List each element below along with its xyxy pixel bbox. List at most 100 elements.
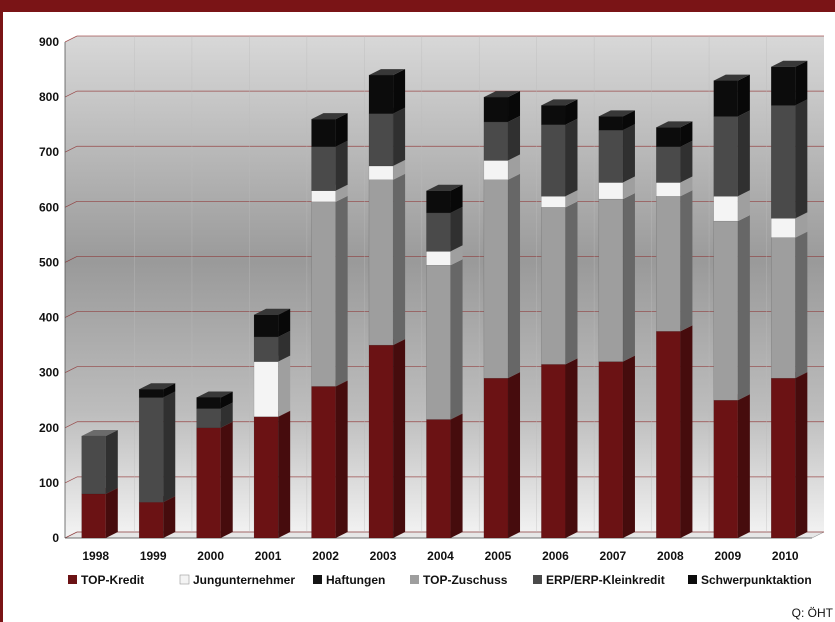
bar-segment xyxy=(541,201,578,365)
bar-segment xyxy=(656,140,693,183)
legend-swatch xyxy=(688,575,697,584)
bar-segment xyxy=(483,173,521,379)
y-tick-label: 600 xyxy=(39,200,59,214)
y-tick-label: 700 xyxy=(39,145,59,159)
gridline-diag xyxy=(64,531,78,539)
bar-segment xyxy=(713,74,750,117)
bar-stack xyxy=(771,60,808,539)
gridline-diag xyxy=(64,90,78,98)
x-tick-label: 1999 xyxy=(140,549,167,563)
y-tick-label: 500 xyxy=(39,255,59,269)
gridline-diag xyxy=(64,256,78,263)
bar-stack xyxy=(656,121,693,539)
bar-segment xyxy=(311,195,348,387)
legend-label: Schwerpunktaktion xyxy=(701,573,812,587)
gridline-diag xyxy=(64,476,78,484)
bar-segment xyxy=(196,391,233,409)
bar-segment xyxy=(771,60,808,106)
bar-segment xyxy=(311,140,348,191)
bar-stack xyxy=(368,69,406,539)
legend-item: ERP/ERP-Kleinkredit xyxy=(533,573,665,587)
y-tick-label: 400 xyxy=(39,311,59,325)
bar-segment xyxy=(311,380,348,539)
bar-segment xyxy=(771,372,808,539)
x-tick-label: 2004 xyxy=(427,549,454,563)
bar-segment xyxy=(771,231,808,379)
x-tick-label: 2006 xyxy=(542,549,569,563)
legend-swatch xyxy=(179,574,190,585)
bar-stack xyxy=(541,99,578,539)
bar-segment xyxy=(656,190,693,332)
x-tick-label: 2001 xyxy=(255,549,282,563)
bar-segment xyxy=(368,107,406,167)
bar-segment xyxy=(541,358,578,539)
bar-segment xyxy=(426,184,463,214)
legend-label: TOP-Zuschuss xyxy=(423,573,508,587)
bar-segment xyxy=(81,430,118,495)
bar-segment xyxy=(598,110,635,131)
y-tick-label: 800 xyxy=(39,90,59,104)
bar-segment xyxy=(598,355,635,539)
y-tick-label: 0 xyxy=(52,531,59,545)
bar-segment xyxy=(368,173,406,346)
bar-stack xyxy=(713,74,750,539)
x-tick-label: 2007 xyxy=(600,549,627,563)
bar-segment xyxy=(541,99,578,125)
bar-segment xyxy=(253,308,291,338)
bar-segment xyxy=(598,124,635,183)
source-note: Q: ÖHT xyxy=(791,606,833,620)
x-tick-label: 2010 xyxy=(772,549,799,563)
legend-swatch xyxy=(313,575,322,584)
x-tick-label: 2000 xyxy=(197,549,224,563)
bar-segment xyxy=(713,215,750,401)
bar-segment xyxy=(368,69,406,114)
bar-segment xyxy=(483,372,521,539)
y-tick-label: 900 xyxy=(39,35,59,49)
bar-stack xyxy=(253,308,291,539)
bar-segment xyxy=(81,487,118,539)
legend-swatch xyxy=(410,575,419,584)
x-tick-label: 2003 xyxy=(370,549,397,563)
y-tick-label: 100 xyxy=(39,476,59,490)
legend-label: Haftungen xyxy=(326,573,385,587)
bar-segment xyxy=(771,99,808,219)
legend-item: TOP-Kredit xyxy=(68,573,144,587)
bar-stack xyxy=(483,91,521,539)
bar-stack xyxy=(311,113,348,539)
x-tick-label: 2002 xyxy=(312,549,339,563)
bar-segment xyxy=(196,421,233,539)
bar-segment xyxy=(713,110,750,197)
legend-item: Jungunternehmer xyxy=(179,573,295,587)
legend-swatch xyxy=(68,575,77,584)
gridline-diag xyxy=(64,35,78,43)
bar-segment xyxy=(311,113,348,147)
bar-stack xyxy=(138,383,176,539)
bar-segment xyxy=(138,391,176,503)
x-tick-label: 2008 xyxy=(657,549,684,563)
gridline-diag xyxy=(64,145,78,153)
bar-segment xyxy=(656,121,693,147)
bar-segment xyxy=(598,193,635,362)
legend-item: TOP-Zuschuss xyxy=(410,573,508,587)
bar-segment xyxy=(426,259,463,420)
y-tick-label: 200 xyxy=(39,421,59,435)
bar-segment xyxy=(426,413,463,539)
legend-label: Jungunternehmer xyxy=(193,573,295,587)
gridline-diag xyxy=(64,311,78,318)
bar-segment xyxy=(483,91,521,123)
bar-segment xyxy=(541,118,578,197)
bar-segment xyxy=(253,410,291,539)
bar-segment xyxy=(426,206,463,252)
bar-segment xyxy=(138,383,176,398)
bar-stack xyxy=(426,184,463,539)
gridline-diag xyxy=(64,366,78,373)
legend-label: ERP/ERP-Kleinkredit xyxy=(546,573,665,587)
x-tick-label: 2005 xyxy=(485,549,512,563)
legend-label: TOP-Kredit xyxy=(81,573,144,587)
bar-segment xyxy=(713,394,750,539)
legend-item: Schwerpunktaktion xyxy=(688,573,812,587)
gridline-diag xyxy=(64,201,78,208)
y-tick-label: 300 xyxy=(39,366,59,380)
bar-segment xyxy=(138,496,176,539)
bar-segment xyxy=(483,115,521,161)
